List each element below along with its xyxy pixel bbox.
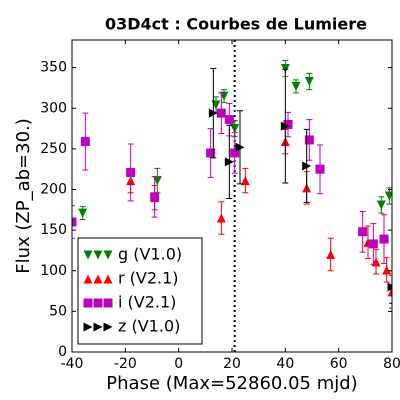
chart-title: 03D4ct : Courbes de Lumiere bbox=[105, 15, 367, 34]
point bbox=[78, 208, 88, 218]
y-tick-label: 300 bbox=[40, 100, 67, 116]
plot-area bbox=[72, 40, 392, 352]
legend-label: r (V2.1) bbox=[118, 269, 179, 288]
legend-label: z (V1.0) bbox=[118, 317, 180, 336]
x-tick-label: 20 bbox=[223, 356, 241, 372]
point bbox=[379, 234, 389, 244]
legend-marker bbox=[83, 250, 93, 260]
legend-marker bbox=[93, 322, 103, 332]
point bbox=[280, 121, 290, 131]
point bbox=[230, 124, 240, 134]
point bbox=[291, 81, 301, 91]
x-tick-label: 60 bbox=[330, 356, 348, 372]
point bbox=[387, 282, 392, 292]
point bbox=[376, 200, 386, 210]
y-tick-label: 100 bbox=[40, 263, 67, 279]
point bbox=[368, 239, 378, 249]
legend-marker bbox=[83, 298, 93, 308]
legend-marker bbox=[83, 274, 93, 284]
y-axis-label: Flux (ZP_ab=30.) bbox=[13, 118, 34, 274]
point bbox=[150, 192, 160, 202]
legend-marker bbox=[103, 250, 113, 260]
y-tick-label: 200 bbox=[40, 182, 67, 198]
y-tick-label: 150 bbox=[40, 222, 67, 238]
x-tick-label: -40 bbox=[61, 356, 84, 372]
point bbox=[126, 167, 136, 177]
legend-marker bbox=[93, 298, 103, 308]
point bbox=[302, 161, 312, 171]
x-tick-label: -20 bbox=[114, 356, 137, 372]
legend-label: g (V1.0) bbox=[118, 245, 182, 264]
point bbox=[384, 191, 392, 201]
point bbox=[326, 250, 336, 259]
x-tick-label: 40 bbox=[276, 356, 294, 372]
y-tick-label: 50 bbox=[49, 303, 67, 319]
error-bar bbox=[72, 205, 75, 239]
legend: g (V1.0) r (V2.1) i (V2.1) z (V1.0) bbox=[77, 237, 203, 345]
point bbox=[304, 76, 314, 86]
point bbox=[358, 227, 368, 237]
point bbox=[216, 108, 226, 118]
y-tick-label: 350 bbox=[40, 60, 67, 76]
y-tick-label: 0 bbox=[58, 344, 67, 360]
point bbox=[382, 265, 392, 275]
point bbox=[208, 108, 218, 118]
error-bar bbox=[389, 275, 392, 309]
point bbox=[80, 137, 90, 147]
legend-marker bbox=[93, 250, 103, 260]
legend-marker bbox=[103, 298, 113, 308]
x-tick-label: 0 bbox=[174, 356, 183, 372]
point bbox=[72, 217, 77, 227]
point bbox=[240, 176, 250, 186]
point bbox=[224, 157, 234, 167]
point bbox=[224, 115, 234, 125]
legend-label: i (V2.1) bbox=[118, 293, 176, 312]
point bbox=[235, 142, 245, 152]
legend-marker bbox=[103, 274, 113, 284]
legend-marker bbox=[83, 322, 93, 332]
point bbox=[315, 164, 325, 174]
y-tick-label: 250 bbox=[40, 141, 67, 157]
x-tick-label: 80 bbox=[383, 356, 400, 372]
legend-marker bbox=[103, 322, 113, 332]
x-axis-label: Phase (Max=52860.05 mjd) bbox=[106, 373, 357, 394]
legend-marker bbox=[93, 274, 103, 284]
point bbox=[216, 213, 226, 223]
point bbox=[280, 63, 290, 73]
